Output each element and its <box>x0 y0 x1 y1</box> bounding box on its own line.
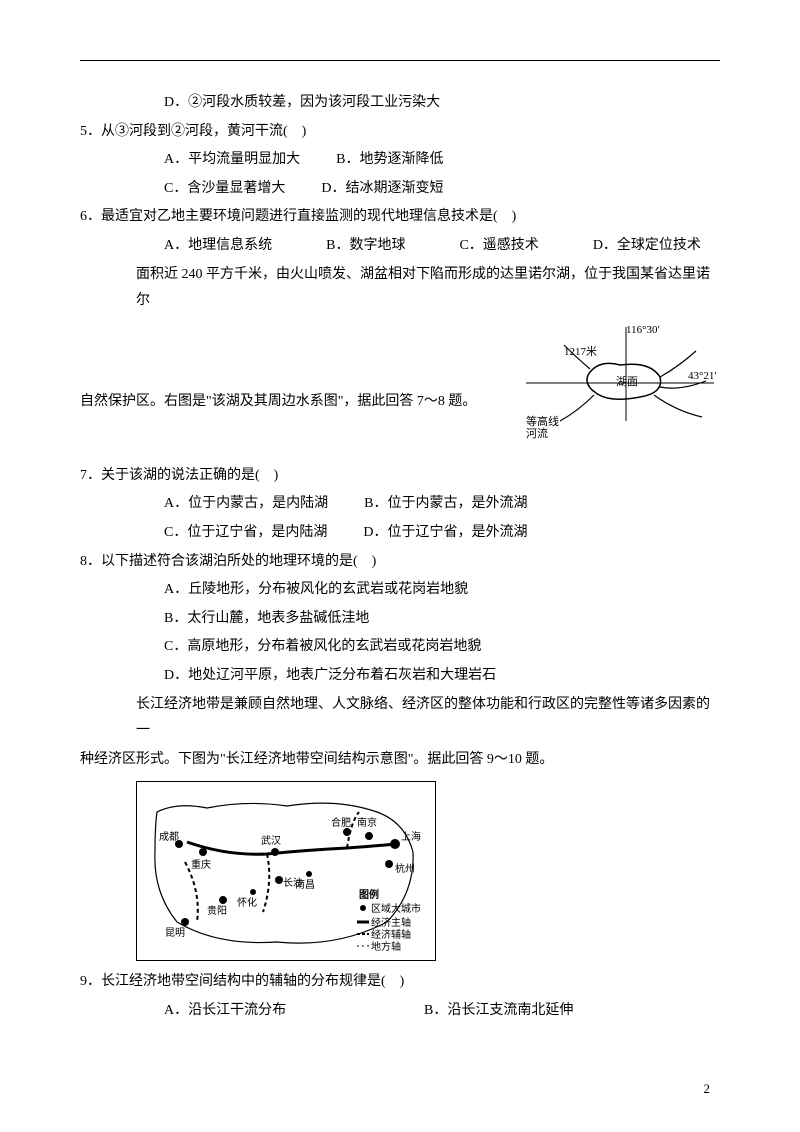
lake-svg: 116°30′ 1217米 湖面 43°21′ 等高线 河流 <box>520 321 720 441</box>
q6-stem: 6．最适宜对乙地主要环境问题进行直接监测的现代地理信息技术是( ) <box>80 204 720 231</box>
svg-text:贵阳: 贵阳 <box>207 904 227 917</box>
page-content: D．②河段水质较差，因为该河段工业污染大 5．从③河段到②河段，黄河干流( ) … <box>80 90 720 1024</box>
q6-b: B．数字地球 <box>326 233 405 260</box>
svg-text:南京: 南京 <box>357 816 377 829</box>
q9-a: A．沿长江干流分布 <box>164 998 424 1025</box>
q6-row: A．地理信息系统 B．数字地球 C．遥感技术 D．全球定位技术 <box>80 233 720 260</box>
passage2-line2: 种经济区形式。下图为"长江经济地带空间结构示意图"。据此回答 9～10 题。 <box>80 747 720 774</box>
q8-b: B．太行山麓，地表多盐碱低洼地 <box>80 606 720 633</box>
svg-text:昆明: 昆明 <box>165 927 185 939</box>
top-rule <box>80 60 720 61</box>
page-number: 2 <box>704 1077 711 1102</box>
q9-stem: 9．长江经济地带空间结构中的辅轴的分布规律是( ) <box>80 969 720 996</box>
q5-row2: C．含沙量显著增大 D．结冰期逐渐变短 <box>80 176 720 203</box>
figure-yangtze: 成都 重庆 昆明 贵阳 武汉 长沙 怀化 南昌 合肥 南京 上海 杭州 图例 区… <box>136 781 436 961</box>
q6-d: D．全球定位技术 <box>593 233 701 260</box>
q6-a: A．地理信息系统 <box>164 233 272 260</box>
q5-c: C．含沙量显著增大 <box>164 176 285 203</box>
q7-c: C．位于辽宁省，是内陆湖 <box>164 520 327 547</box>
q7-stem: 7．关于该湖的说法正确的是( ) <box>80 463 720 490</box>
q7-row1: A．位于内蒙古，是内陆湖 B．位于内蒙古，是外流湖 <box>80 491 720 518</box>
q5-row1: A．平均流量明显加大 B．地势逐渐降低 <box>80 147 720 174</box>
q6-c: C．遥感技术 <box>459 233 538 260</box>
q7-a: A．位于内蒙古，是内陆湖 <box>164 491 328 518</box>
q9-row: A．沿长江干流分布 B．沿长江支流南北延伸 <box>80 998 720 1025</box>
passage2-line1: 长江经济地带是兼顾自然地理、人文脉络、经济区的整体功能和行政区的完整性等诸多因素… <box>80 692 720 745</box>
svg-text:经济主轴: 经济主轴 <box>371 916 411 929</box>
q5-a: A．平均流量明显加大 <box>164 147 300 174</box>
svg-text:上海: 上海 <box>401 830 421 843</box>
q5-d: D．结冰期逐渐变短 <box>321 176 443 203</box>
q8-a: A．丘陵地形，分布被风化的玄武岩或花岗岩地貌 <box>80 577 720 604</box>
lbl-lake: 湖面 <box>616 375 638 388</box>
svg-text:南昌: 南昌 <box>295 878 315 891</box>
lbl-leg2: 河流 <box>526 426 548 440</box>
q5-b: B．地势逐渐降低 <box>336 147 443 174</box>
lbl-lon: 116°30′ <box>626 324 660 336</box>
svg-text:图例: 图例 <box>359 888 379 901</box>
q7-row2: C．位于辽宁省，是内陆湖 D．位于辽宁省，是外流湖 <box>80 520 720 547</box>
svg-text:地方轴: 地方轴 <box>371 940 401 953</box>
q8-c: C．高原地形，分布着被风化的玄武岩或花岗岩地貌 <box>80 634 720 661</box>
lbl-lat: 43°21′ <box>688 370 717 382</box>
q5-stem: 5．从③河段到②河段，黄河干流( ) <box>80 119 720 146</box>
opt-label: D． <box>164 95 188 110</box>
passage1-line1: 面积近 240 平方千米，由火山喷发、湖盆相对下陷而形成的达里诺尔湖，位于我国某… <box>80 262 720 315</box>
q9-b: B．沿长江支流南北延伸 <box>424 998 573 1025</box>
svg-text:重庆: 重庆 <box>191 858 211 871</box>
svg-text:区域大城市: 区域大城市 <box>371 902 421 915</box>
lbl-leg1: 等高线 <box>526 414 559 428</box>
q4-option-d: D．②河段水质较差，因为该河段工业污染大 <box>80 90 720 117</box>
svg-text:武汉: 武汉 <box>261 834 281 847</box>
svg-text:经济辅轴: 经济辅轴 <box>371 928 411 941</box>
svg-text:怀化: 怀化 <box>237 896 257 909</box>
q7-b: B．位于内蒙古，是外流湖 <box>364 491 527 518</box>
lbl-elev: 1217米 <box>564 345 597 358</box>
svg-text:合肥: 合肥 <box>331 816 351 829</box>
q7-d: D．位于辽宁省，是外流湖 <box>363 520 527 547</box>
opt-text: ②河段水质较差，因为该河段工业污染大 <box>188 95 440 110</box>
yangtze-svg: 成都 重庆 昆明 贵阳 武汉 长沙 怀化 南昌 合肥 南京 上海 杭州 图例 区… <box>137 782 436 961</box>
svg-text:杭州: 杭州 <box>395 862 415 875</box>
figure-lake: 116°30′ 1217米 湖面 43°21′ 等高线 河流 <box>520 321 720 441</box>
q8-d: D．地处辽河平原，地表广泛分布着石灰岩和大理岩石 <box>80 663 720 690</box>
q8-stem: 8．以下描述符合该湖泊所处的地理环境的是( ) <box>80 549 720 576</box>
svg-text:成都: 成都 <box>159 831 179 843</box>
